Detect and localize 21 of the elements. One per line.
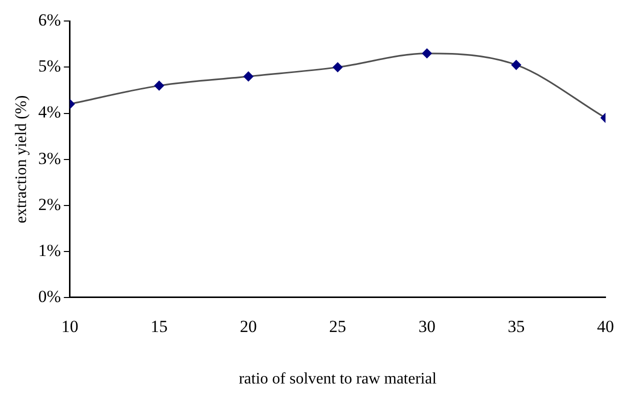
x-tick-label: 15 [150,317,168,336]
y-tick-label: 2% [38,194,61,214]
y-tick-label: 4% [38,102,61,122]
point [244,72,254,82]
x-axis-title: ratio of solvent to raw material [238,370,438,388]
x-tick-label: 35 [508,317,525,336]
x-tick-label: 40 [597,317,614,336]
y-tick-label: 5% [38,56,61,76]
y-axis-title: extraction yield (%) [12,95,30,224]
x-tick-label: 30 [418,317,436,336]
point [511,60,522,70]
point [332,62,342,72]
point [422,48,432,58]
y-tick-label: 0% [38,286,61,306]
y-tick-label: 3% [38,148,61,168]
point [154,80,164,90]
x-tick-label: 25 [329,317,346,336]
y-tick-label: 1% [38,240,61,260]
x-tick-label: 10 [61,317,78,336]
x-tick-label: 20 [240,317,257,336]
y-tick-label: 6% [38,10,61,30]
